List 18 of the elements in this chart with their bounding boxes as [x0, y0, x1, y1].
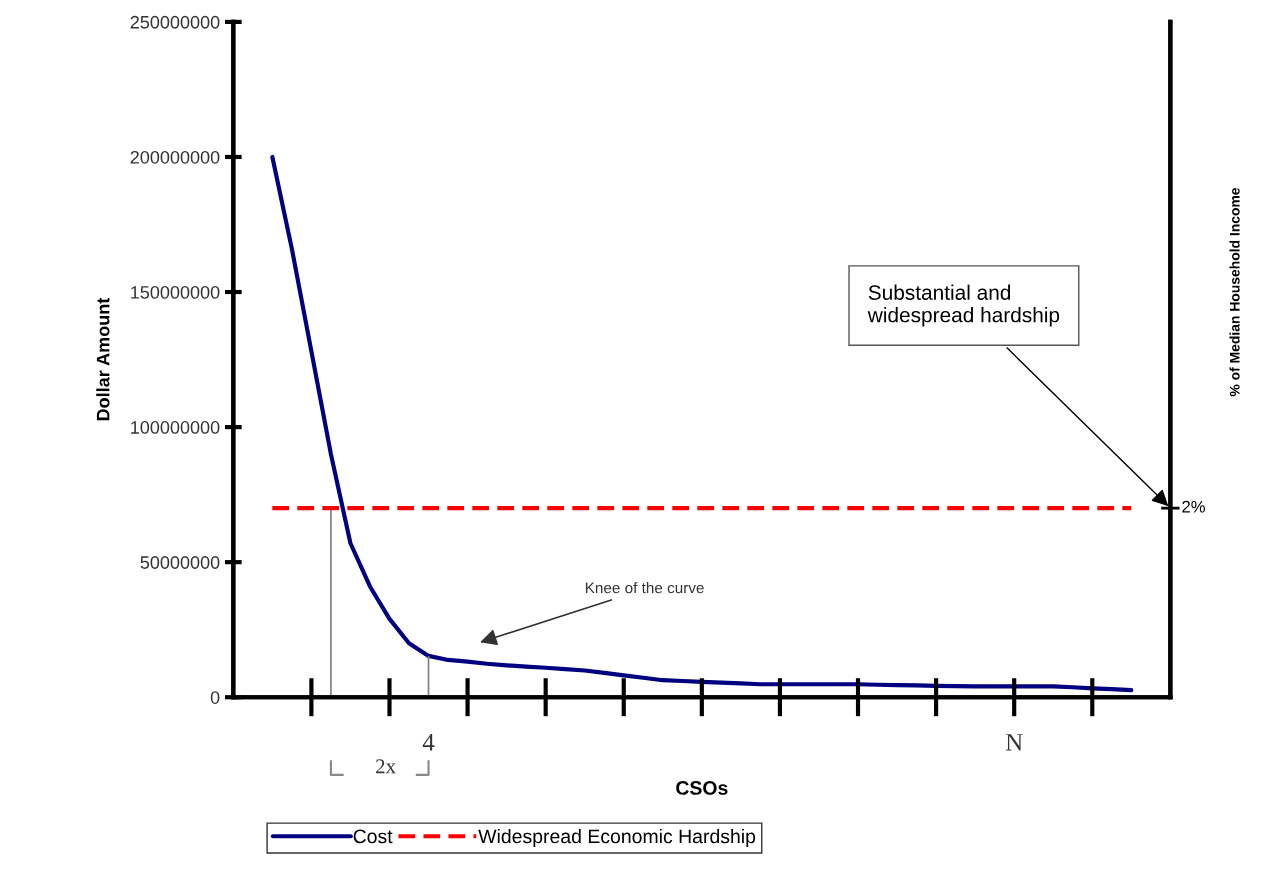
text: 2x — [376, 759, 396, 774]
legend-label: Widespread Economic Hardship — [478, 828, 756, 848]
text: % of Median Household Income — [1229, 187, 1240, 397]
y-tick-label: 200000000 — [130, 150, 220, 164]
annotation: Knee of the curve — [585, 582, 704, 594]
y-axis-title: Dollar Amount — [96, 297, 110, 421]
y-tick-label: 0 — [210, 691, 220, 704]
y-tick-label: 100000000 — [131, 421, 220, 434]
text: 4 — [422, 734, 435, 751]
y-tick-label: 150000000 — [131, 285, 220, 299]
text: N — [1005, 734, 1023, 751]
text: 2% — [1182, 500, 1205, 513]
line-series — [270, 154, 1134, 693]
y-tick-label: 50000000 — [140, 556, 220, 569]
annotation: Substantial and widespread hardship — [867, 284, 1060, 327]
y-tick-label: 250000000 — [130, 15, 220, 29]
legend-label: Cost — [353, 829, 393, 844]
x-axis-title: CSOs — [676, 781, 728, 795]
